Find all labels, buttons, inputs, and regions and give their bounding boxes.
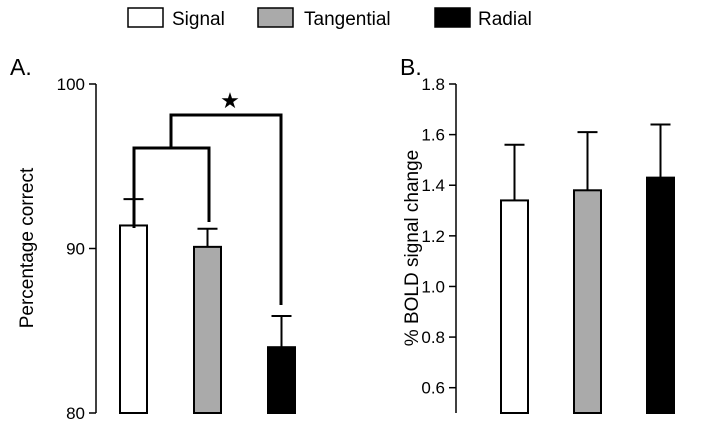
panel-b-bar-signal (500, 199, 529, 414)
bracket-pair-line (132, 146, 211, 228)
panel-b-tick-label: 1.4 (421, 176, 445, 195)
panel-b-tick-label: 0.8 (421, 328, 445, 347)
panel-b-bars (500, 123, 675, 414)
legend-swatch-signal (127, 7, 164, 28)
panel-b-tick-label: 0.6 (421, 379, 445, 398)
panel-a-bar-radial (267, 346, 296, 415)
panel-b-letter: B. (400, 54, 422, 80)
panel-a-bars (119, 198, 296, 415)
panel-b-tick-label: 1.0 (421, 277, 445, 296)
panel-b-bar-tangential (573, 189, 602, 414)
legend-label-radial: Radial (478, 9, 532, 30)
legend-swatch-tangential (257, 7, 294, 28)
significance-star-icon: ★ (220, 88, 240, 113)
panel-a-ylabel: Percentage correct (17, 167, 38, 328)
panel-a-bar-tangential (193, 245, 222, 414)
bracket-top-line (169, 113, 283, 305)
panel-a-chart: Percentage correct 80 90 100 ★ (17, 75, 296, 423)
panel-b-tick-label: 1.2 (421, 227, 445, 246)
panel-a-bar-signal (119, 224, 148, 414)
panel-a-letter: A. (10, 54, 32, 80)
panel-a-tick-label: 90 (66, 240, 85, 259)
panel-b-ylabel: % BOLD signal change (402, 150, 423, 346)
panel-b-bar-radial (646, 176, 675, 414)
panel-a-tick-label: 80 (66, 404, 85, 423)
legend-label-signal: Signal (172, 9, 225, 30)
significance-bracket (132, 113, 283, 305)
panel-b-tick-label: 1.8 (421, 75, 445, 94)
panel-b-chart: % BOLD signal change 0.6 0.8 1.0 1.2 1.4 1.6 1… (402, 75, 675, 414)
legend: Signal Tangential Radial (127, 7, 532, 30)
panel-a-tick-label: 100 (57, 75, 85, 94)
panel-a-ticks: 80 90 100 (57, 75, 96, 423)
panel-b-ticks: 0.6 0.8 1.0 1.2 1.4 1.6 1.8 (421, 75, 456, 398)
panel-b-tick-label: 1.6 (421, 126, 445, 145)
legend-label-tangential: Tangential (304, 9, 391, 30)
legend-swatch-radial (434, 7, 471, 28)
